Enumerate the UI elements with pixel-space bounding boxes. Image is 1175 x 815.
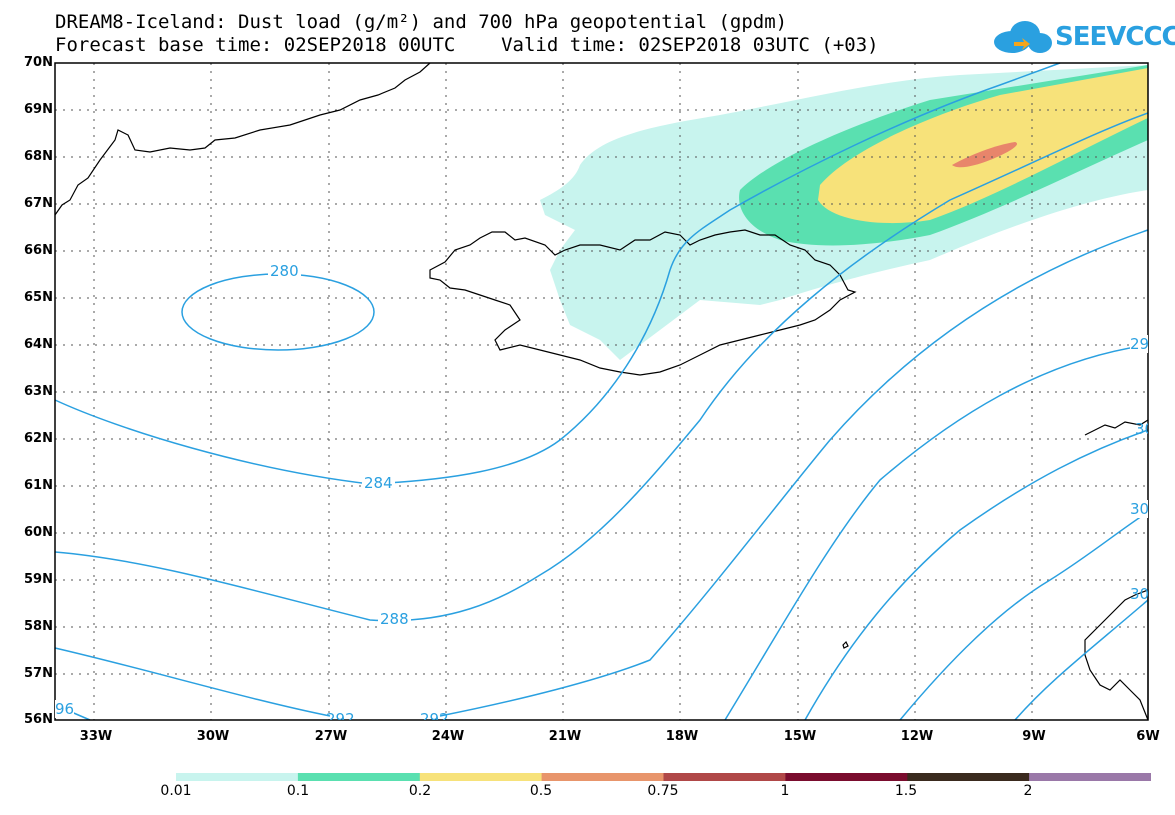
contour-lines (54, 62, 1149, 721)
lon-label: 12W (900, 729, 934, 744)
contour-284 (54, 62, 1061, 485)
contour-label-292a: 292 (326, 710, 355, 720)
legend-label: 1 (780, 783, 790, 799)
faroe-islands (842, 640, 849, 649)
lat-label: 61N (24, 478, 53, 493)
legend-swatch (785, 773, 908, 781)
legend-label: 0.1 (286, 783, 310, 799)
lon-label: 24W (431, 729, 465, 744)
lat-label: 69N (24, 102, 53, 117)
contour-label-296: 96 (55, 700, 75, 718)
legend-swatch (541, 773, 664, 781)
lat-label: 63N (24, 384, 53, 399)
contour-label-280: 280 (268, 262, 301, 280)
lon-label: 30W (196, 729, 230, 744)
legend-swatch (907, 773, 1030, 781)
lat-label: 60N (24, 525, 53, 540)
legend-swatch (1029, 773, 1151, 781)
lat-label: 57N (24, 666, 53, 681)
lat-label: 67N (24, 196, 53, 211)
lat-label: 70N (24, 55, 53, 70)
title-line-2: Forecast base time: 02SEP2018 00UTC Vali… (55, 34, 879, 56)
legend-swatch (297, 773, 421, 781)
contour-292 (54, 229, 1149, 717)
contour-label-edge-30a: 30 (1135, 420, 1148, 438)
legend-colorbar (176, 773, 1151, 781)
contour-300 (804, 429, 1149, 721)
norway-coast-north (1084, 419, 1149, 436)
contour-304 (899, 511, 1149, 721)
legend-swatch (663, 773, 786, 781)
lon-label: 21W (548, 729, 582, 744)
legend-label: 0.01 (160, 783, 192, 799)
legend-label: 0.2 (408, 783, 432, 799)
lon-label: 15W (783, 729, 817, 744)
lon-label: 9W (1022, 729, 1046, 744)
contour-label-edge-30b: 30 (1130, 500, 1148, 518)
contour-label-292b: 292 (420, 710, 449, 720)
lon-label: 27W (314, 729, 348, 744)
contour-label-284: 284 (362, 474, 395, 492)
contour-label-288: 288 (378, 610, 411, 628)
greenland-coast (54, 62, 431, 216)
lat-label: 68N (24, 149, 53, 164)
contour-308 (1014, 599, 1149, 721)
lon-label: 18W (665, 729, 699, 744)
lat-label: 66N (24, 243, 53, 258)
legend-label: 2 (1023, 783, 1033, 799)
legend-label: 0.5 (529, 783, 553, 799)
lon-label: 6W (1136, 729, 1160, 744)
dust-region-02 (818, 68, 1148, 224)
legend-swatch (176, 773, 299, 781)
map-frame (54, 62, 1149, 721)
iceland-coast (429, 229, 857, 376)
contour-288 (54, 112, 1149, 622)
lat-label: 59N (24, 572, 53, 587)
coastlines (54, 62, 1149, 721)
legend-swatch (419, 773, 543, 781)
legend-label: 0.75 (647, 783, 679, 799)
logo-text: SEEVCCC (1055, 22, 1175, 52)
contour-label-edge-30c: 30 (1130, 585, 1148, 603)
grid-lines (55, 63, 1148, 720)
seevccc-cloud-logo-icon (994, 21, 1052, 53)
title-line-1: DREAM8-Iceland: Dust load (g/m²) and 700… (55, 11, 788, 33)
lat-label: 56N (24, 712, 53, 727)
dust-region-05 (952, 142, 1018, 168)
lon-label: 33W (79, 729, 113, 744)
lat-label: 58N (24, 619, 53, 634)
contour-label-edge-29: 29 (1130, 335, 1148, 353)
dust-layer (540, 65, 1148, 360)
lat-label: 62N (24, 431, 53, 446)
norway-coast-south (1084, 589, 1149, 721)
lat-label: 65N (24, 290, 53, 305)
lat-label: 64N (24, 337, 53, 352)
legend-label: 1.5 (894, 783, 918, 799)
